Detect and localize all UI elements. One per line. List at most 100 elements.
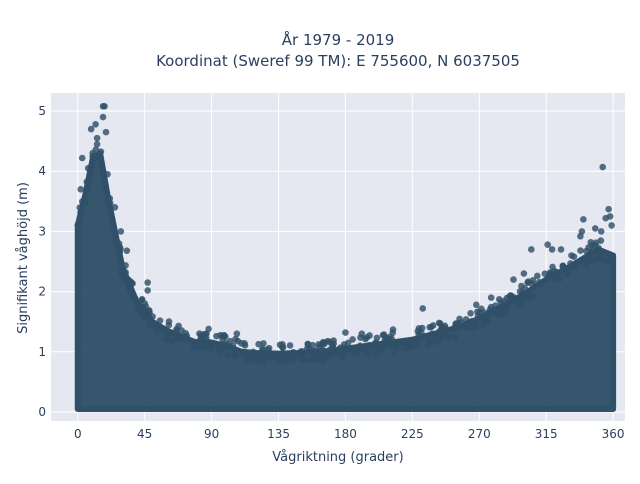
data-point [304,357,312,364]
data-point [603,258,610,265]
data-point [371,350,378,357]
x-tick-label: 0 [74,427,82,441]
outlier-point [358,330,366,338]
data-point [524,279,531,287]
data-point [466,325,474,332]
data-point [198,338,205,346]
data-point [532,282,540,289]
data-point [251,358,259,365]
data-point [395,339,402,347]
data-point [213,332,220,340]
x-tick-label: 315 [535,427,558,441]
data-point [304,340,311,348]
x-axis-label: Vågriktning (grader) [272,450,403,465]
data-point [351,349,359,357]
data-point [498,311,505,319]
data-point [141,314,148,322]
data-point [77,208,84,216]
data-point [84,186,91,193]
outlier-point [104,170,111,178]
data-point [149,313,156,320]
data-point [427,339,434,346]
data-point [249,348,257,356]
data-point [320,339,328,347]
x-tick-label: 360 [602,427,625,441]
outlier-point [93,134,101,142]
data-point [112,236,119,244]
data-point [406,343,413,350]
data-point [344,339,352,347]
outlier-point [608,222,615,229]
data-point [564,266,572,274]
data-point [451,333,459,341]
data-point [432,339,440,346]
outlier-point [144,287,151,294]
data-point [533,272,541,280]
data-point [516,301,524,308]
outlier-point [528,246,535,253]
data-point [501,302,509,309]
data-point [122,269,129,276]
data-point [413,341,420,349]
outlier-point [92,120,99,128]
data-point [428,330,436,338]
outlier-point [605,205,612,213]
data-point [287,353,295,361]
outlier-point [233,330,241,338]
data-point [418,324,426,332]
outlier-point [419,305,427,312]
data-point [523,292,531,300]
y-tick-label: 1 [38,345,46,359]
data-point [282,354,289,361]
data-point [444,333,451,341]
y-tick-label: 0 [38,405,46,419]
outlier-point [578,228,586,235]
data-point [298,356,306,364]
data-point [577,247,584,254]
data-point [506,293,513,300]
outlier-point [599,163,606,171]
outlier-point [591,225,599,232]
data-point [97,148,105,155]
data-point [377,346,385,353]
data-point [356,342,364,349]
x-tick-label: 45 [137,427,152,441]
data-point [373,334,381,342]
data-point [220,332,228,339]
data-point [390,347,398,355]
outlier-point [144,279,151,286]
outlier-point [568,252,575,259]
data-point [597,237,605,244]
data-point [106,195,114,202]
data-point [330,340,337,347]
data-point [74,222,82,229]
data-point [596,252,603,259]
data-point [235,349,243,356]
data-point [273,354,281,361]
data-point [426,323,434,331]
data-point [569,262,577,270]
outlier-point [89,149,96,157]
data-point [349,336,356,343]
outlier-point [544,241,551,248]
data-point [222,341,229,349]
outlier-point [580,216,587,223]
data-point [229,342,237,349]
outlier-point [102,128,110,136]
y-tick-label: 3 [38,224,46,238]
y-tick-label: 5 [38,104,46,118]
y-axis-label: Signifikant våghöjd (m) [16,182,31,334]
outlier-point [606,213,614,220]
outlier-point [472,301,480,309]
data-point [82,199,89,207]
data-point [110,226,117,234]
chart-title-line1: År 1979 - 2019 [282,30,395,49]
data-point [230,351,238,359]
data-point [582,256,590,264]
data-point [145,307,153,314]
outlier-point [117,228,125,235]
data-point [265,351,272,358]
y-tick-label: 4 [38,164,46,178]
data-point [585,244,592,251]
